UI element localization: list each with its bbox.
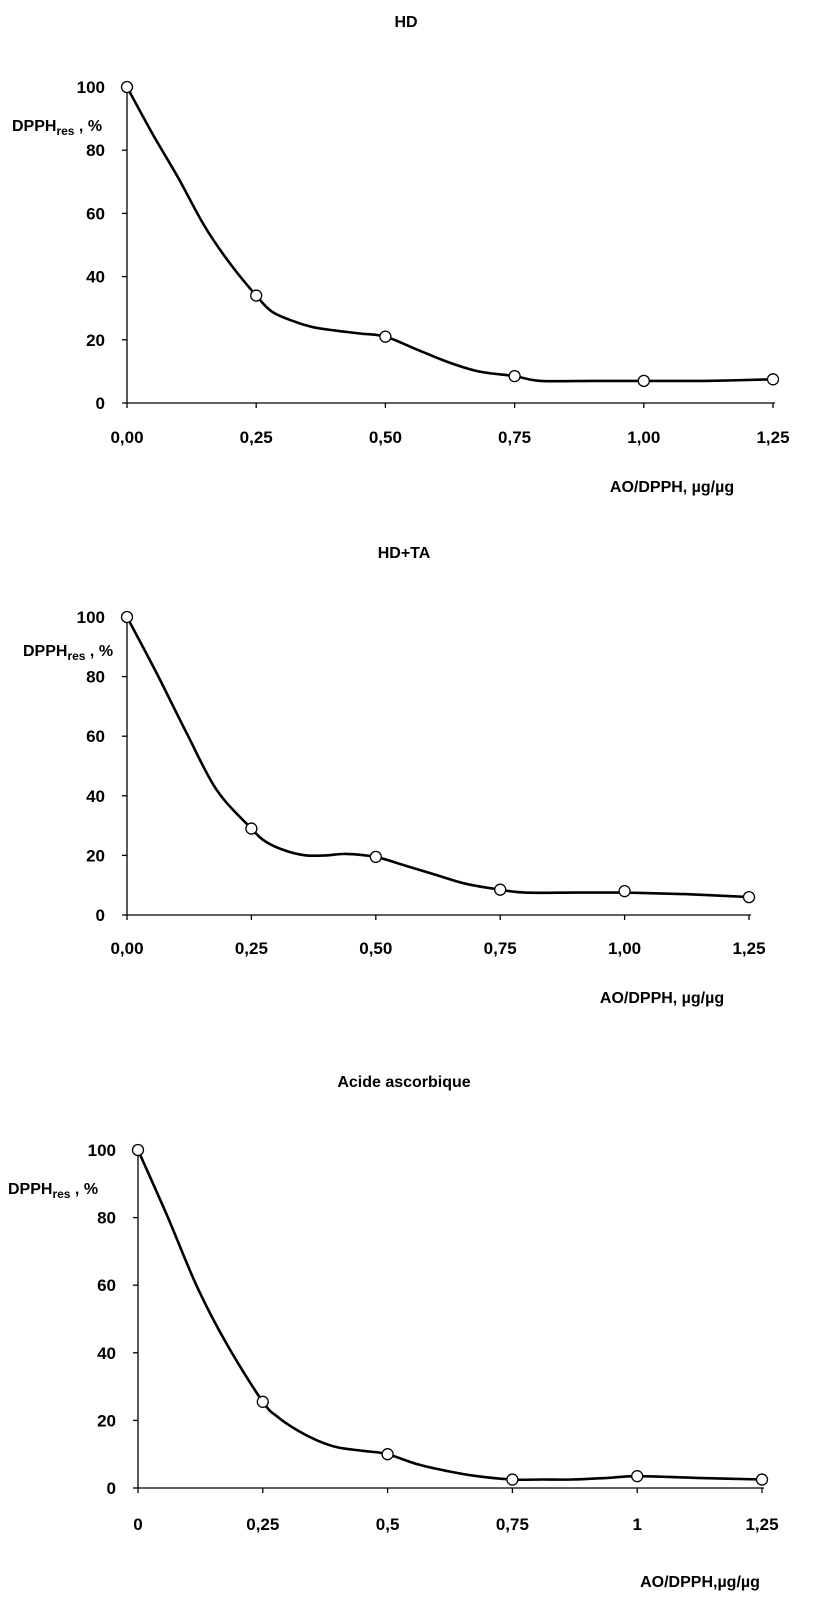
x-tick-label: 1,25 — [745, 1515, 778, 1534]
x-tick-label: 0,5 — [376, 1515, 400, 1534]
series-line — [136, 1149, 763, 1482]
y-tick-label: 80 — [86, 668, 105, 687]
y-tick-label: 20 — [86, 846, 105, 865]
series-line — [125, 86, 774, 383]
y-tick-label: 80 — [86, 141, 105, 160]
y-tick-label: 100 — [88, 1141, 116, 1160]
x-tick-label: 1,25 — [756, 428, 789, 447]
data-point — [120, 610, 134, 624]
x-tick-label: 0,25 — [240, 428, 273, 447]
y-tick-label: 20 — [97, 1411, 116, 1430]
x-tick-label: 0,75 — [496, 1515, 529, 1534]
chart-title: HD+TA — [378, 545, 431, 562]
y-tick-label: 0 — [96, 906, 105, 925]
x-tick-label: 0,50 — [359, 939, 392, 958]
data-point — [494, 883, 507, 896]
y-tick-label: 0 — [96, 394, 105, 413]
data-point — [369, 850, 382, 864]
data-point — [131, 1143, 145, 1157]
data-point — [766, 373, 780, 386]
x-axis-label: AO/DPPH, µg/µg — [610, 479, 734, 496]
x-axis-label: AO/DPPH,µg/µg — [640, 1574, 760, 1591]
x-tick-label: 0 — [133, 1515, 142, 1534]
y-tick-label: 40 — [97, 1344, 116, 1363]
y-tick-label: 20 — [86, 331, 105, 350]
y-tick-label: 40 — [86, 787, 105, 806]
chart-title: HD — [394, 14, 417, 31]
data-point — [742, 890, 756, 904]
y-tick-label: 100 — [77, 608, 105, 627]
data-point — [250, 289, 263, 302]
x-tick-label: 1,25 — [732, 939, 765, 958]
y-tick-label: 60 — [97, 1276, 116, 1295]
data-point — [381, 1448, 394, 1461]
y-axis-label: DPPHres , % — [23, 643, 113, 663]
x-tick-label: 0,25 — [246, 1515, 279, 1534]
data-point — [379, 330, 392, 343]
data-point — [120, 80, 134, 94]
data-point — [637, 374, 650, 388]
x-tick-label: 0,50 — [369, 428, 402, 447]
x-tick-label: 0,00 — [110, 428, 143, 447]
y-tick-label: 80 — [97, 1209, 116, 1228]
data-point — [508, 369, 521, 383]
x-tick-label: 0,75 — [498, 428, 531, 447]
series-line — [125, 616, 750, 899]
x-tick-label: 1 — [632, 1515, 641, 1534]
x-axis-label: AO/DPPH, µg/µg — [600, 990, 724, 1007]
data-point — [506, 1473, 519, 1486]
data-point — [755, 1473, 769, 1486]
x-tick-label: 1,00 — [627, 428, 660, 447]
data-point — [618, 885, 631, 898]
chart-hd: HD 0 20 40 60 80 100 0,00 0,25 0,50 0,75 1,00 1,25 DP… — [12, 14, 790, 496]
chart-title: Acide ascorbique — [337, 1074, 470, 1091]
y-tick-label: 0 — [107, 1479, 116, 1498]
y-axis-label: DPPHres , % — [8, 1181, 98, 1201]
y-tick-label: 60 — [86, 204, 105, 223]
x-tick-label: 1,00 — [608, 939, 641, 958]
y-tick-label: 40 — [86, 268, 105, 287]
data-point — [245, 822, 258, 835]
y-axis-label: DPPHres , % — [12, 118, 102, 138]
y-tick-label: 100 — [77, 78, 105, 97]
chart-acide-ascorbique: Acide ascorbique 0 20 40 60 80 100 0 0,25 0,5 0,75… — [8, 1074, 779, 1591]
x-tick-label: 0,75 — [484, 939, 517, 958]
chart-hd-ta: HD+TA 0 20 40 60 80 100 0,00 0,25 0,50 0,75 1,00 1,2… — [23, 545, 766, 1007]
x-tick-label: 0,00 — [110, 939, 143, 958]
data-point — [256, 1395, 269, 1408]
x-tick-label: 0,25 — [235, 939, 268, 958]
y-tick-label: 60 — [86, 727, 105, 746]
data-point — [631, 1470, 644, 1483]
